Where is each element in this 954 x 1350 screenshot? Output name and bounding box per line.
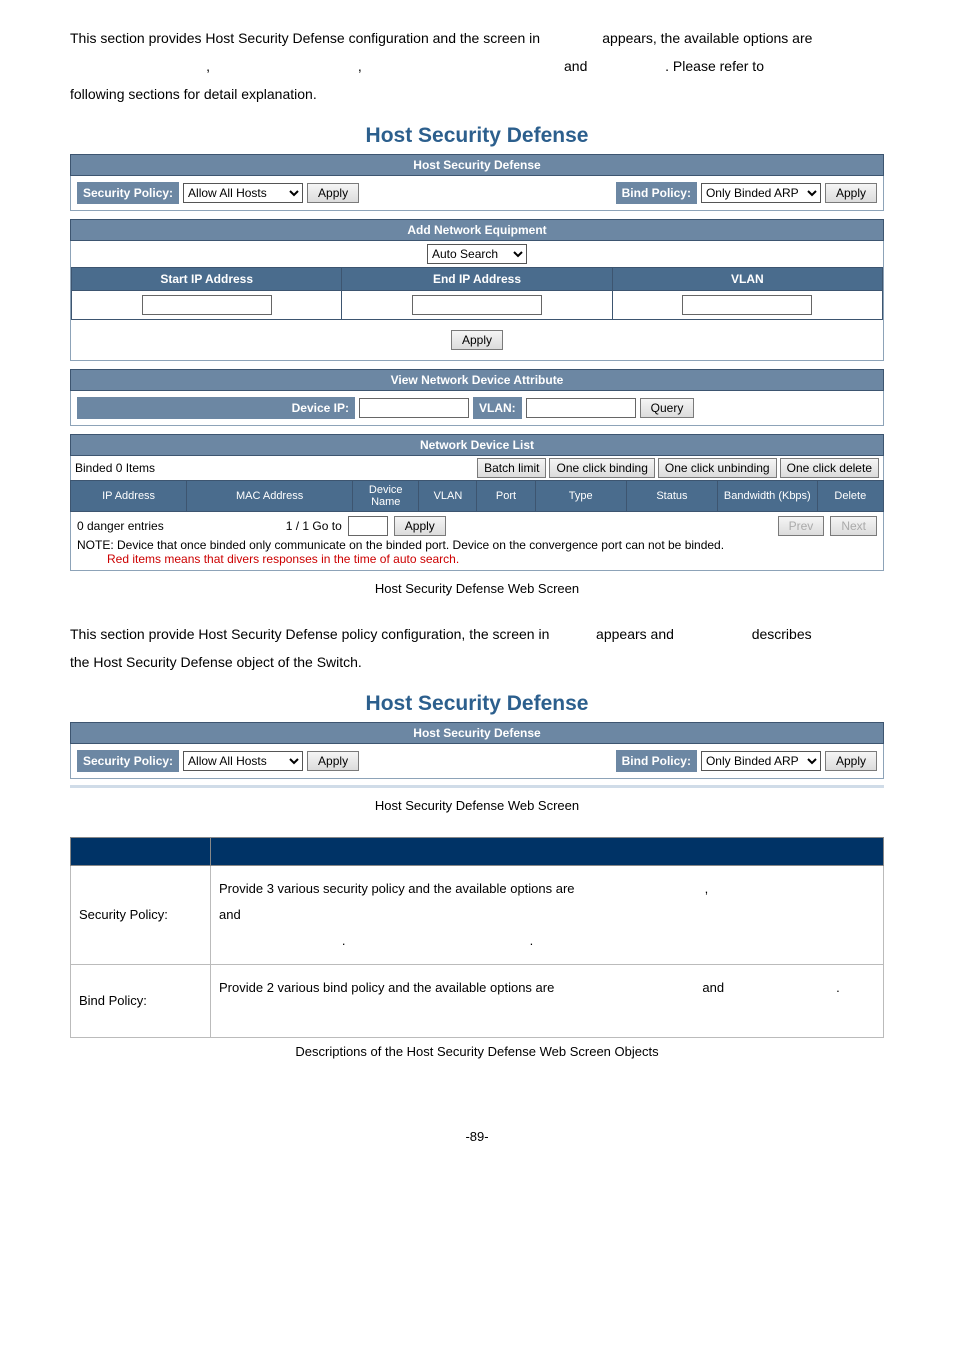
intro-sep-4: . Please refer to xyxy=(665,58,764,74)
table-caption: Descriptions of the Host Security Defens… xyxy=(70,1044,884,1059)
note-line-2: Red items means that divers responses in… xyxy=(107,552,459,566)
col-vlan2: VLAN xyxy=(419,481,477,512)
intro-sep-2: , xyxy=(358,58,362,74)
description-table: Security Policy: Provide 3 various secur… xyxy=(70,837,884,1038)
pager-input[interactable] xyxy=(348,516,388,536)
col-ip: IP Address xyxy=(71,481,187,512)
section2-text-a: This section provide Host Security Defen… xyxy=(70,626,549,642)
page-number: -89- xyxy=(70,1129,884,1144)
note-line-1: NOTE: Device that once binded only commu… xyxy=(77,538,724,552)
panel-header-addnet: Add Network Equipment xyxy=(70,219,884,241)
figure-caption-1: Host Security Defense Web Screen xyxy=(70,581,884,596)
panel-header-devlist: Network Device List xyxy=(70,434,884,456)
col-bw: Bandwidth (Kbps) xyxy=(718,481,818,512)
col-devname: Device Name xyxy=(353,481,419,512)
section2-text-b: appears and xyxy=(596,626,674,642)
security-policy-select[interactable]: Allow All Hosts xyxy=(183,183,303,203)
device-ip-input[interactable] xyxy=(359,398,469,418)
next-button[interactable]: Next xyxy=(830,516,877,536)
pager-label: 1 / 1 Go to xyxy=(286,519,342,533)
intro-sep-1: , xyxy=(206,58,210,74)
col-start-ip: Start IP Address xyxy=(72,268,342,291)
col-type: Type xyxy=(535,481,626,512)
section2-text-d: the Host Security Defense object of the … xyxy=(70,654,362,670)
bind-policy-label: Bind Policy: xyxy=(616,182,697,204)
figure-caption-2: Host Security Defense Web Screen xyxy=(70,798,884,813)
bind-policy-apply-button-2[interactable]: Apply xyxy=(825,751,877,771)
panel-header-viewattr: View Network Device Attribute xyxy=(70,369,884,391)
intro-text-c: following sections for detail explanatio… xyxy=(70,86,317,102)
security-policy-label-2: Security Policy: xyxy=(77,750,179,772)
query-button[interactable]: Query xyxy=(640,398,695,418)
addnet-mode-select[interactable]: Auto Search xyxy=(427,244,527,264)
desc-row1-a: Provide 3 various security policy and th… xyxy=(219,881,575,896)
figure-title-2: Host Security Defense xyxy=(70,692,884,716)
desc-row1-e: . xyxy=(530,933,534,948)
prev-button[interactable]: Prev xyxy=(778,516,825,536)
desc-th-2 xyxy=(211,838,884,866)
desc-row1-d: . xyxy=(342,933,346,948)
pager-apply-button[interactable]: Apply xyxy=(394,516,446,536)
binded-count-label: Binded 0 Items xyxy=(75,461,155,475)
table-row: Security Policy: Provide 3 various secur… xyxy=(71,866,884,965)
one-click-binding-button[interactable]: One click binding xyxy=(549,458,654,478)
desc-row2-label: Bind Policy: xyxy=(71,965,211,1038)
security-policy-label: Security Policy: xyxy=(77,182,179,204)
one-click-unbinding-button[interactable]: One click unbinding xyxy=(658,458,777,478)
desc-row1-label: Security Policy: xyxy=(71,866,211,965)
bind-policy-select-2[interactable]: Only Binded ARP xyxy=(701,751,821,771)
panel-header-hsd: Host Security Defense xyxy=(70,154,884,176)
vlan-input[interactable] xyxy=(682,295,812,315)
intro-sep-3: and xyxy=(564,58,587,74)
bind-policy-apply-button[interactable]: Apply xyxy=(825,183,877,203)
col-mac: MAC Address xyxy=(187,481,353,512)
security-policy-apply-button[interactable]: Apply xyxy=(307,183,359,203)
col-status: Status xyxy=(626,481,717,512)
one-click-delete-button[interactable]: One click delete xyxy=(780,458,879,478)
vlan-label: VLAN: xyxy=(473,397,522,419)
desc-row1-b: , xyxy=(705,881,709,896)
table-row: Bind Policy: Provide 2 various bind poli… xyxy=(71,965,884,1038)
col-delete: Delete xyxy=(817,481,883,512)
intro-text-a: This section provides Host Security Defe… xyxy=(70,30,540,46)
section2-paragraph: This section provide Host Security Defen… xyxy=(70,620,884,676)
desc-row1-c: and xyxy=(219,907,241,922)
batch-limit-button[interactable]: Batch limit xyxy=(477,458,546,478)
desc-th-1 xyxy=(71,838,211,866)
bind-policy-label-2: Bind Policy: xyxy=(616,750,697,772)
col-vlan: VLAN xyxy=(612,268,882,291)
device-ip-label: Device IP: xyxy=(77,397,355,419)
section2-text-c: describes xyxy=(752,626,812,642)
end-ip-input[interactable] xyxy=(412,295,542,315)
desc-row2-b: and xyxy=(702,980,724,995)
col-port: Port xyxy=(477,481,535,512)
security-policy-select-2[interactable]: Allow All Hosts xyxy=(183,751,303,771)
vlan-query-input[interactable] xyxy=(526,398,636,418)
figure-title-1: Host Security Defense xyxy=(70,124,884,148)
desc-row2-a: Provide 2 various bind policy and the av… xyxy=(219,980,554,995)
intro-text-b: appears, the available options are xyxy=(602,30,812,46)
danger-entries-label: 0 danger entries xyxy=(77,519,164,533)
security-policy-apply-button-2[interactable]: Apply xyxy=(307,751,359,771)
desc-row2-c: . xyxy=(836,980,840,995)
start-ip-input[interactable] xyxy=(142,295,272,315)
panel-header-hsd-2: Host Security Defense xyxy=(70,722,884,744)
col-end-ip: End IP Address xyxy=(342,268,612,291)
intro-paragraph: This section provides Host Security Defe… xyxy=(70,24,884,108)
bind-policy-select[interactable]: Only Binded ARP xyxy=(701,183,821,203)
addnet-apply-button[interactable]: Apply xyxy=(451,330,503,350)
